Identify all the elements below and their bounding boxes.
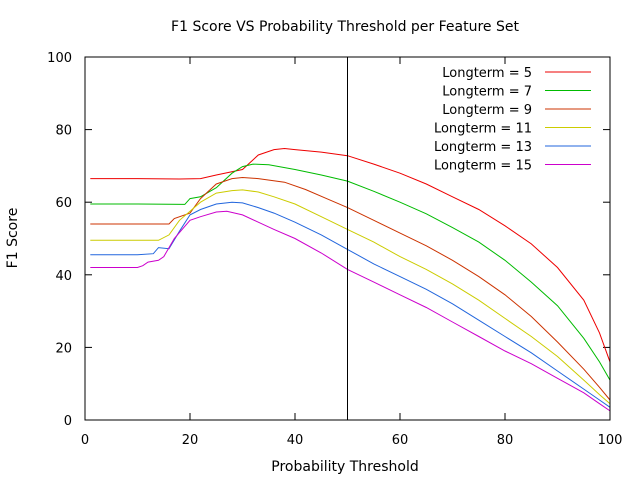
plot-frame <box>84 56 611 421</box>
y-tick-label: 80 <box>55 124 72 139</box>
series-lines <box>90 147 611 412</box>
x-tick-label: 40 <box>287 433 304 448</box>
x-axis-label: Probability Threshold <box>271 459 418 475</box>
series-line <box>90 210 611 412</box>
ticks-layer: 0 20 40 60 80 100 0 20 40 60 80 100 <box>47 51 622 448</box>
legend-label: Longterm = 9 <box>442 103 532 118</box>
series-line <box>90 189 611 405</box>
legend-label: Longterm = 11 <box>434 122 532 137</box>
x-tick-label: 100 <box>598 433 623 448</box>
x-tick-label: 0 <box>81 433 89 448</box>
series-line <box>90 147 611 363</box>
chart-title: F1 Score VS Probability Threshold per Fe… <box>171 19 519 35</box>
x-tick-label: 80 <box>497 433 514 448</box>
legend: Longterm = 5 Longterm = 7 Longterm = 9 Long… <box>434 66 591 174</box>
legend-label: Longterm = 13 <box>434 140 532 155</box>
y-tick-label: 20 <box>55 341 72 356</box>
y-tick-label: 100 <box>47 51 72 66</box>
y-tick-label: 40 <box>55 269 72 284</box>
x-tick-label: 60 <box>392 433 409 448</box>
series-line <box>90 201 611 408</box>
legend-label: Longterm = 7 <box>442 85 532 100</box>
legend-label: Longterm = 15 <box>434 159 532 174</box>
y-axis-label: F1 Score <box>5 208 21 269</box>
y-tick-label: 60 <box>55 196 72 211</box>
legend-label: Longterm = 5 <box>442 66 532 81</box>
series-line <box>90 163 611 381</box>
x-tick-label: 20 <box>182 433 199 448</box>
series-line <box>90 176 611 401</box>
y-tick-label: 0 <box>64 414 72 429</box>
